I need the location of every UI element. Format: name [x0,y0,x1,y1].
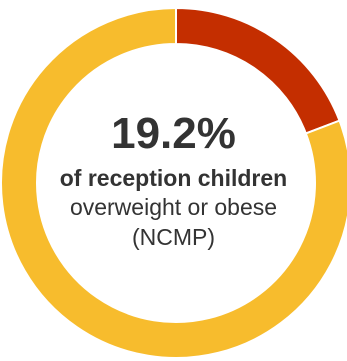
donut-slices [0,6,347,359]
center-value: 19.2% [111,109,236,158]
center-label-bold: of reception children [59,165,288,191]
center-label-line-2: overweight or obese [69,194,278,220]
center-label-line-3: (NCMP) [131,224,216,250]
donut-slice-1 [0,6,347,359]
